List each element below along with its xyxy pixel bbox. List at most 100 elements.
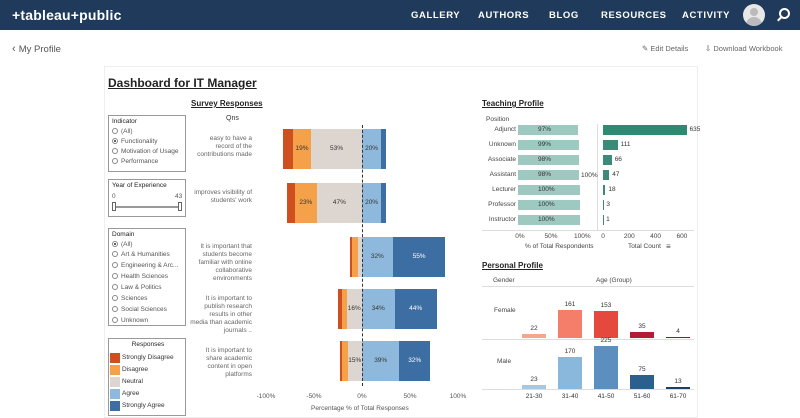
female-age-value: 22 [530,325,538,333]
survey-bar-agree[interactable] [362,341,400,381]
survey-bar-strongly-disagree[interactable] [349,237,353,277]
year-slider-min-handle[interactable] [112,202,116,211]
nav-activity[interactable]: ACTIVITY [682,10,731,21]
pct-respondents-bar[interactable] [518,140,580,150]
pct-respondents-label: 98% [538,156,552,163]
sort-icon[interactable]: ≡ [666,242,671,251]
total-count-bar[interactable] [603,140,618,150]
legend-label: Strongly Agree [122,402,165,409]
search-icon[interactable] [779,8,790,19]
survey-bar-strongly-agree[interactable] [392,237,446,277]
female-age-bar[interactable] [558,310,582,338]
personal-top-line [482,286,694,287]
survey-bar-disagree[interactable] [341,289,347,329]
download-icon: ⇩ [705,44,714,53]
option-label: Engineering & Arc... [121,262,179,269]
survey-bar-disagree[interactable] [341,341,348,381]
legend-item[interactable]: Strongly Agree [110,401,186,411]
year-slider-track[interactable] [114,206,180,208]
position-label: Adjunct [494,126,516,133]
survey-bar-agree[interactable] [362,289,395,329]
female-age-bar[interactable] [522,334,546,338]
age-group-header: Age (Group) [596,277,632,284]
total-count-bar[interactable] [603,125,687,135]
indicator-filter-title: Indicator [112,118,137,125]
domain-option-art[interactable]: Art & Humanities [112,251,170,258]
survey-bar-strongly-disagree[interactable] [338,289,342,329]
indicator-option-all[interactable]: (All) [112,128,133,135]
nav-blog[interactable]: BLOG [549,10,579,21]
pct-respondents-bar[interactable] [518,125,579,135]
total-count-label: 47 [612,171,620,178]
pct-respondents-label: 99% [538,141,552,148]
nav-authors[interactable]: AUTHORS [478,10,530,21]
pct-respondents-bar[interactable] [518,215,580,225]
male-age-bar[interactable] [630,374,654,389]
survey-bar-neutral[interactable] [347,341,362,381]
legend-item[interactable]: Disagree [110,365,186,375]
download-workbook-button[interactable]: ⇩ Download Workbook [705,44,782,53]
domain-option-social[interactable]: Social Sciences [112,306,167,313]
total-count-bar[interactable] [603,185,606,195]
domain-option-engineering[interactable]: Engineering & Arc... [112,262,178,269]
survey-bar-agree[interactable] [362,237,393,277]
year-slider-max-handle[interactable] [178,202,182,211]
pct-respondents-bar[interactable] [518,170,579,180]
survey-bar-agree[interactable] [362,183,382,223]
survey-bar-neutral[interactable] [316,183,362,223]
survey-responses-title: Survey Responses [191,99,263,108]
survey-bar-strongly-disagree[interactable] [339,341,342,381]
total-count-label: 635 [689,126,701,133]
avatar[interactable] [743,4,765,26]
back-to-profile-link[interactable]: ‹ My Profile [12,43,61,55]
male-age-bar[interactable] [522,384,546,389]
indicator-option-motivation[interactable]: Motivation of Usage [112,148,178,155]
female-age-value: 153 [600,302,612,310]
question-label: It is important to publish research resu… [190,295,252,334]
survey-x-tick: -50% [306,393,322,400]
tableau-public-logo[interactable]: +tableau+public [12,7,122,23]
total-count-bar[interactable] [603,170,610,180]
total-count-bar[interactable] [603,215,604,225]
legend-item[interactable]: Strongly Disagree [110,353,186,363]
survey-bar-neutral[interactable] [346,289,362,329]
domain-option-law[interactable]: Law & Politics [112,284,161,291]
survey-bar-strongly-agree[interactable] [394,289,437,329]
male-age-value: 75 [638,365,646,373]
survey-bar-disagree[interactable] [294,183,317,223]
legend-item[interactable]: Agree [110,389,186,399]
legend-item[interactable]: Neutral [110,377,186,387]
pct-respondents-bar[interactable] [518,185,580,195]
pct-respondents-bar[interactable] [518,200,580,210]
male-age-bar[interactable] [558,356,582,389]
domain-option-unknown[interactable]: Unknown [112,317,148,324]
survey-bar-neutral[interactable] [311,129,362,169]
nav-resources[interactable]: RESOURCES [601,10,667,21]
pct-respondents-bar[interactable] [518,155,579,165]
male-age-bar[interactable] [666,386,690,389]
nav-gallery[interactable]: GALLERY [411,10,461,21]
female-age-bar[interactable] [630,331,654,338]
option-label: (All) [121,241,133,248]
survey-bar-neutral[interactable] [358,237,362,277]
domain-option-sciences[interactable]: Sciences [112,295,147,302]
edit-details-button[interactable]: ✎ Edit Details [642,44,688,53]
survey-bar-strongly-agree[interactable] [381,129,386,169]
domain-option-health[interactable]: Health Sciences [112,273,168,280]
survey-bar-agree[interactable] [362,129,382,169]
total-count-bar[interactable] [603,155,612,165]
survey-bar-strongly-agree[interactable] [399,341,431,381]
indicator-option-performance[interactable]: Performance [112,158,158,165]
total-count-bar[interactable] [603,200,604,210]
female-age-bar[interactable] [594,311,618,338]
survey-bar-strongly-agree[interactable] [381,183,386,223]
male-age-bar[interactable] [594,346,618,389]
survey-bar-strongly-disagree[interactable] [287,183,295,223]
survey-data-label: 20% [365,145,379,152]
survey-bar-disagree[interactable] [292,129,312,169]
domain-option-all[interactable]: (All) [112,241,133,248]
survey-bar-disagree[interactable] [352,237,359,277]
survey-bar-strongly-disagree[interactable] [283,129,293,169]
female-age-bar[interactable] [666,337,690,338]
indicator-option-functionality[interactable]: Functionality [112,138,158,145]
